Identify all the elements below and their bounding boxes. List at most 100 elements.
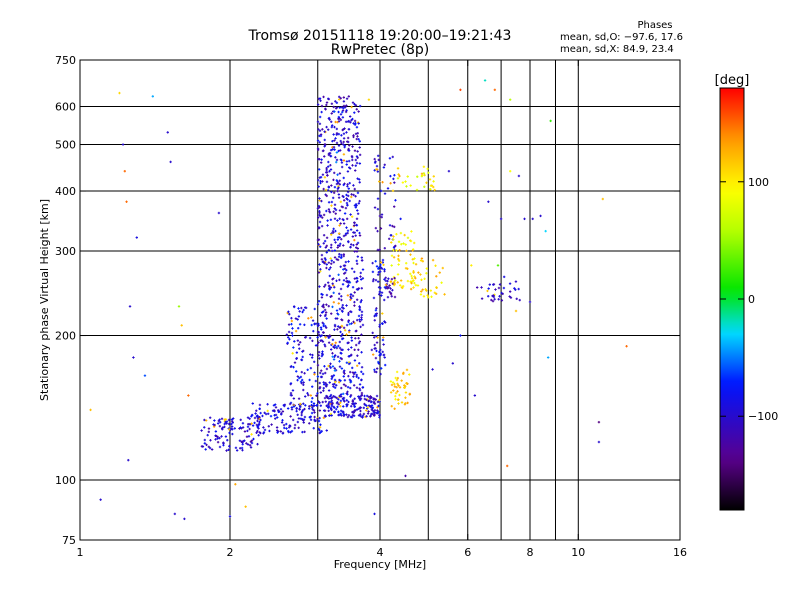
data-point	[324, 381, 327, 385]
data-point	[336, 355, 340, 359]
data-point	[331, 338, 335, 342]
data-point	[395, 249, 398, 252]
data-point	[317, 341, 320, 344]
data-point	[261, 414, 264, 418]
data-point	[347, 362, 351, 366]
data-point	[352, 134, 355, 137]
data-point	[414, 263, 418, 266]
data-point	[363, 403, 367, 407]
data-point	[328, 118, 331, 121]
data-point	[381, 338, 385, 342]
data-point	[332, 385, 335, 388]
data-point	[340, 414, 343, 417]
data-point	[403, 386, 406, 389]
data-point	[208, 446, 212, 450]
data-point	[303, 372, 306, 375]
data-point	[333, 328, 336, 331]
data-point	[317, 185, 320, 188]
data-point	[272, 404, 276, 407]
data-point	[329, 412, 333, 416]
data-point	[298, 347, 301, 350]
data-point	[318, 115, 322, 119]
data-point	[339, 200, 343, 204]
data-point	[358, 231, 361, 235]
data-point	[326, 219, 329, 222]
data-point	[355, 386, 359, 389]
data-point	[341, 109, 345, 112]
data-point	[325, 180, 329, 184]
data-point	[346, 285, 349, 288]
data-point	[379, 227, 383, 230]
data-point	[350, 267, 354, 270]
data-point	[350, 118, 353, 122]
data-point	[396, 167, 400, 170]
data-point	[391, 224, 394, 228]
data-point	[266, 403, 269, 406]
data-point	[319, 391, 323, 394]
data-point	[340, 337, 344, 341]
data-point	[345, 399, 348, 402]
data-point	[327, 128, 330, 131]
data-point	[329, 154, 333, 158]
data-point	[255, 409, 258, 412]
data-point	[301, 350, 304, 353]
data-point	[354, 195, 357, 198]
data-point	[348, 144, 351, 147]
data-point	[380, 215, 383, 219]
data-point	[302, 421, 305, 424]
data-point	[327, 165, 330, 168]
data-point	[335, 258, 338, 261]
data-point	[250, 422, 253, 425]
data-point	[298, 405, 302, 408]
data-point	[330, 204, 333, 207]
data-point	[256, 429, 259, 433]
data-point	[317, 324, 320, 327]
data-point	[340, 161, 344, 164]
data-point	[319, 326, 323, 329]
data-point	[224, 420, 227, 424]
data-point	[348, 115, 352, 118]
data-point	[355, 224, 359, 227]
data-point	[342, 100, 346, 103]
data-point	[218, 436, 221, 440]
data-point	[337, 255, 341, 258]
data-point	[351, 145, 354, 148]
data-point	[286, 341, 289, 345]
data-point	[395, 370, 399, 374]
data-point	[412, 279, 415, 282]
data-point	[356, 177, 359, 180]
data-point	[393, 385, 397, 388]
data-point	[327, 248, 331, 252]
data-point	[354, 104, 358, 107]
data-point	[322, 386, 325, 390]
data-point	[396, 273, 400, 276]
grid-lines	[80, 60, 680, 540]
data-point	[330, 112, 333, 115]
data-point	[206, 433, 209, 437]
data-point	[316, 147, 320, 150]
data-point	[303, 430, 306, 434]
data-point	[298, 407, 301, 411]
data-point	[349, 370, 352, 374]
data-point	[315, 404, 318, 407]
data-point	[328, 210, 331, 213]
data-point	[216, 422, 220, 425]
data-point	[326, 335, 330, 338]
data-point	[373, 411, 377, 414]
data-point	[323, 414, 327, 418]
data-point	[335, 279, 338, 283]
data-point	[337, 149, 340, 153]
data-point	[319, 215, 322, 218]
data-point	[352, 402, 356, 405]
data-point	[327, 402, 330, 406]
data-point	[349, 295, 352, 299]
data-point	[356, 150, 359, 153]
data-point	[318, 357, 321, 360]
data-point	[355, 298, 359, 301]
data-point	[331, 139, 334, 143]
data-point	[316, 238, 320, 242]
data-point	[311, 339, 314, 343]
data-point	[325, 244, 328, 248]
data-point	[318, 97, 322, 100]
data-point	[353, 119, 357, 123]
